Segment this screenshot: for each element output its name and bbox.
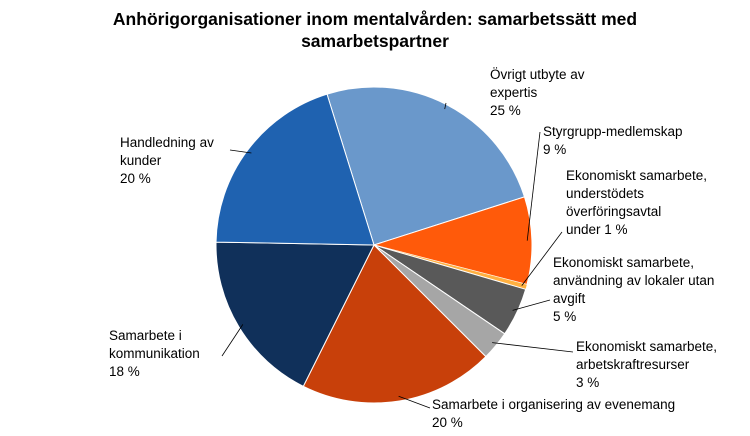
slice-label: Ekonomiskt samarbete, användning av loka…	[553, 254, 748, 326]
leader-line	[492, 342, 574, 353]
chart-title: Anhörigorganisationer inom mentalvården:…	[112, 9, 638, 51]
slice-label: Handledning av kunder 20 %	[120, 134, 232, 188]
slice-name: Ekonomiskt samarbete, arbetskraftresurse…	[576, 339, 718, 372]
slice-label: Övrigt utbyte av expertis 25 %	[490, 66, 620, 120]
slice-value: 5 %	[553, 309, 577, 324]
slice-name: Ekonomiskt samarbete, understödets överf…	[566, 168, 708, 219]
slice-label: Styrgrupp-medlemskap 9 %	[543, 123, 743, 159]
leader-line	[521, 231, 563, 286]
leader-line	[229, 149, 252, 154]
slice-name: Styrgrupp-medlemskap	[543, 124, 683, 139]
slice-name: Samarbete i kommunikation	[109, 328, 200, 361]
slice-value: 20 %	[120, 171, 151, 186]
leader-line	[221, 324, 244, 357]
leader-line	[512, 299, 551, 311]
leader-line	[444, 102, 447, 110]
pie-slice	[215, 93, 375, 246]
pie-slice	[372, 196, 533, 286]
slice-label: Samarbete i organisering av evenemang 20 …	[432, 396, 732, 432]
leader-line	[526, 131, 541, 241]
pie-slice	[326, 86, 526, 246]
slice-name: Samarbete i organisering av evenemang	[432, 397, 676, 412]
slice-value: 18 %	[109, 364, 140, 379]
slice-label: Ekonomiskt samarbete, understödets överf…	[566, 167, 726, 239]
slice-label: Ekonomiskt samarbete, arbetskraftresurse…	[576, 338, 746, 392]
slice-name: Ekonomiskt samarbete, användning av loka…	[553, 255, 715, 306]
leader-line	[398, 395, 431, 409]
slice-name: Övrigt utbyte av expertis	[490, 67, 585, 100]
slice-value: 9 %	[543, 142, 567, 157]
slice-value: under 1 %	[566, 222, 628, 237]
slice-name: Handledning av kunder	[120, 135, 214, 168]
slice-label: Samarbete i kommunikation 18 %	[109, 327, 224, 381]
slice-value: 20 %	[432, 415, 463, 430]
pie-slice	[215, 241, 375, 387]
pie-slice	[302, 244, 487, 404]
slice-value: 25 %	[490, 103, 521, 118]
slice-value: 3 %	[576, 375, 600, 390]
